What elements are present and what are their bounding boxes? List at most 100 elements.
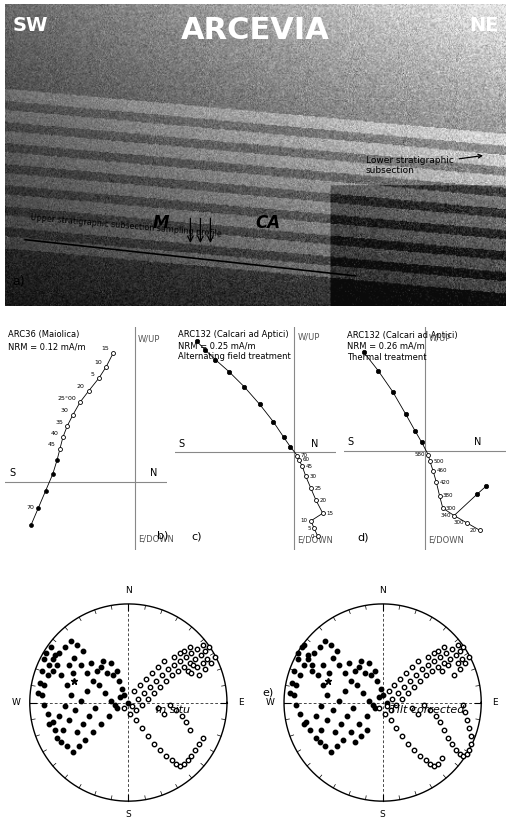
Point bbox=[293, 449, 301, 463]
Text: 300: 300 bbox=[446, 505, 456, 510]
Text: Upper stratigraphic subsection sampling profile: Upper stratigraphic subsection sampling … bbox=[30, 213, 222, 239]
Text: 10: 10 bbox=[300, 519, 308, 524]
Point bbox=[417, 436, 426, 449]
Text: W/UP: W/UP bbox=[138, 334, 160, 344]
Text: ARC36 (Maiolica): ARC36 (Maiolica) bbox=[8, 330, 79, 339]
Point bbox=[109, 346, 118, 360]
Text: N: N bbox=[474, 437, 481, 447]
Text: 420: 420 bbox=[439, 479, 450, 484]
Text: W: W bbox=[12, 698, 20, 707]
Text: 380: 380 bbox=[443, 494, 453, 499]
Point bbox=[76, 396, 84, 409]
Text: 10: 10 bbox=[94, 360, 102, 365]
Text: E: E bbox=[492, 698, 498, 707]
Text: CA: CA bbox=[256, 214, 281, 231]
Point bbox=[59, 431, 67, 444]
Point bbox=[201, 344, 210, 357]
Text: 25: 25 bbox=[314, 486, 321, 491]
Point bbox=[295, 453, 303, 467]
Point bbox=[286, 440, 294, 453]
Text: NRM = 0.12 mA/m: NRM = 0.12 mA/m bbox=[8, 343, 86, 352]
Text: 15: 15 bbox=[326, 510, 333, 515]
Text: c): c) bbox=[192, 531, 202, 541]
Point bbox=[49, 468, 57, 481]
Text: 35: 35 bbox=[55, 420, 63, 425]
Text: NE: NE bbox=[469, 16, 498, 35]
Text: 45: 45 bbox=[48, 442, 56, 447]
Point bbox=[463, 516, 471, 530]
Text: 340: 340 bbox=[440, 513, 451, 518]
Point bbox=[256, 398, 264, 411]
Text: ARC132 (Calcari ad Aptici): ARC132 (Calcari ad Aptici) bbox=[347, 331, 458, 340]
Text: 20: 20 bbox=[470, 528, 477, 533]
Text: S: S bbox=[347, 437, 354, 447]
Text: SW: SW bbox=[13, 16, 48, 35]
Point bbox=[435, 489, 444, 503]
Text: In situ: In situ bbox=[156, 706, 190, 716]
Text: 30: 30 bbox=[309, 473, 316, 478]
Point bbox=[298, 460, 307, 473]
Text: 15: 15 bbox=[101, 346, 109, 351]
Text: W/UP: W/UP bbox=[428, 334, 451, 342]
Point bbox=[212, 353, 220, 366]
Text: 460: 460 bbox=[436, 468, 447, 473]
Text: 20: 20 bbox=[77, 385, 84, 390]
Point bbox=[473, 488, 481, 501]
Text: Alternating field treatment: Alternating field treatment bbox=[178, 352, 291, 361]
Text: Tilt corrected: Tilt corrected bbox=[390, 706, 464, 716]
Point bbox=[429, 464, 437, 478]
Text: 0: 0 bbox=[311, 534, 314, 539]
Point bbox=[240, 380, 248, 394]
Text: 20: 20 bbox=[319, 498, 327, 503]
Point bbox=[280, 431, 288, 444]
Text: N: N bbox=[311, 439, 318, 449]
Text: b): b) bbox=[157, 531, 168, 541]
Point bbox=[53, 453, 61, 467]
Point bbox=[63, 419, 72, 432]
Text: Thermal treatment: Thermal treatment bbox=[347, 353, 427, 362]
Text: 60: 60 bbox=[303, 458, 309, 463]
Text: E: E bbox=[238, 698, 244, 707]
Point bbox=[193, 334, 201, 348]
Point bbox=[314, 530, 322, 543]
Point bbox=[476, 524, 484, 537]
Point bbox=[95, 371, 103, 385]
Text: S: S bbox=[9, 468, 15, 478]
Point bbox=[27, 518, 35, 531]
Point bbox=[319, 506, 327, 520]
Text: 45: 45 bbox=[306, 464, 313, 469]
Text: N: N bbox=[150, 468, 157, 478]
Point bbox=[426, 454, 434, 468]
Point bbox=[439, 501, 447, 515]
Point bbox=[307, 515, 315, 528]
Point bbox=[69, 408, 77, 422]
Point bbox=[432, 475, 440, 489]
Text: 70: 70 bbox=[26, 505, 34, 510]
Text: S: S bbox=[126, 810, 131, 820]
Text: d): d) bbox=[357, 532, 368, 542]
Text: 580: 580 bbox=[414, 453, 425, 458]
Text: S: S bbox=[178, 439, 184, 449]
Text: NRM = 0.26 mA/m: NRM = 0.26 mA/m bbox=[347, 342, 425, 351]
Point bbox=[359, 345, 367, 359]
Text: N: N bbox=[379, 586, 386, 595]
Point bbox=[312, 494, 320, 507]
Point bbox=[374, 364, 382, 377]
Text: E/DOWN: E/DOWN bbox=[428, 535, 464, 544]
Point bbox=[301, 469, 310, 483]
Text: E/DOWN: E/DOWN bbox=[138, 534, 174, 543]
Text: ARCEVIA: ARCEVIA bbox=[181, 16, 330, 45]
Text: 40: 40 bbox=[51, 431, 59, 436]
Text: 25°00: 25°00 bbox=[57, 396, 76, 401]
Text: NRM = 0.25 mA/m: NRM = 0.25 mA/m bbox=[178, 341, 256, 350]
Text: 5: 5 bbox=[307, 526, 311, 531]
Point bbox=[269, 415, 277, 428]
Point bbox=[482, 479, 491, 493]
Text: W: W bbox=[266, 698, 274, 707]
Point bbox=[225, 365, 233, 379]
Text: W/UP: W/UP bbox=[297, 333, 319, 342]
Text: Lower stratigraphic
subsection: Lower stratigraphic subsection bbox=[366, 154, 482, 175]
Point bbox=[56, 442, 64, 455]
Point bbox=[450, 509, 458, 522]
Text: 300: 300 bbox=[453, 520, 464, 525]
